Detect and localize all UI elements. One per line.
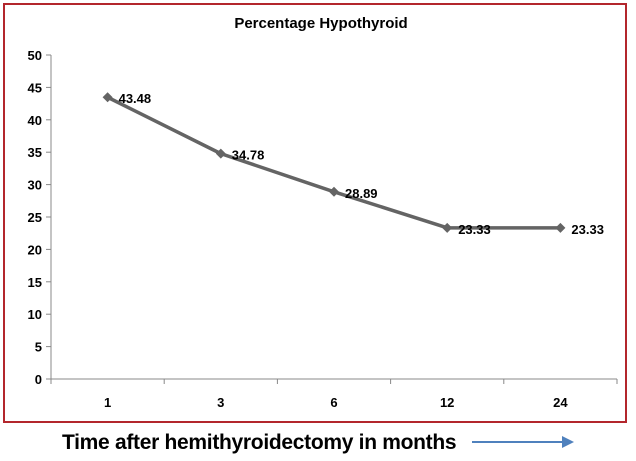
x-axis-label-area: Time after hemithyroidectomy in months — [0, 427, 636, 461]
y-tick-label: 20 — [28, 242, 42, 257]
y-tick-label: 35 — [28, 145, 42, 160]
x-axis-ticks: 1 3 6 12 24 — [50, 379, 618, 410]
data-labels: 43.48 34.78 28.89 23.33 23.33 — [119, 91, 604, 237]
data-label: 23.33 — [571, 222, 604, 237]
data-points — [102, 92, 566, 233]
data-point-marker — [329, 186, 339, 197]
chart-title: Percentage Hypothyroid — [234, 15, 407, 32]
x-tick-label: 6 — [330, 395, 337, 410]
data-label: 23.33 — [458, 222, 491, 237]
x-tick-label: 1 — [104, 395, 111, 410]
y-axis-ticks: 0 5 10 15 20 25 30 35 40 45 50 — [28, 48, 51, 387]
y-tick-label: 40 — [28, 113, 42, 128]
line-chart: Percentage Hypothyroid 0 5 10 15 20 25 30 35 40 4… — [28, 15, 618, 410]
y-tick-label: 45 — [28, 80, 42, 95]
y-tick-label: 25 — [28, 210, 42, 225]
right-arrow-icon — [472, 436, 574, 448]
data-point-marker — [215, 148, 226, 159]
data-point-marker — [555, 222, 566, 233]
data-label: 43.48 — [119, 91, 152, 106]
series-line — [106, 95, 561, 230]
data-label: 34.78 — [232, 148, 265, 163]
y-tick-label: 0 — [35, 372, 42, 387]
data-point-marker — [442, 222, 453, 233]
y-tick-label: 5 — [35, 340, 42, 355]
x-axis-label: Time after hemithyroidectomy in months — [62, 431, 457, 454]
y-tick-label: 50 — [28, 48, 42, 63]
series-polyline — [106, 95, 561, 230]
x-tick-label: 3 — [217, 395, 224, 410]
chart-frame: Percentage Hypothyroid 0 5 10 15 20 25 30 35 40 4… — [3, 3, 627, 423]
data-label: 28.89 — [345, 186, 378, 201]
x-tick-label: 12 — [440, 395, 454, 410]
y-tick-label: 15 — [28, 275, 42, 290]
y-tick-label: 30 — [28, 178, 42, 193]
y-tick-label: 10 — [28, 307, 42, 322]
data-point-marker — [102, 92, 113, 103]
x-tick-label: 24 — [553, 395, 568, 410]
